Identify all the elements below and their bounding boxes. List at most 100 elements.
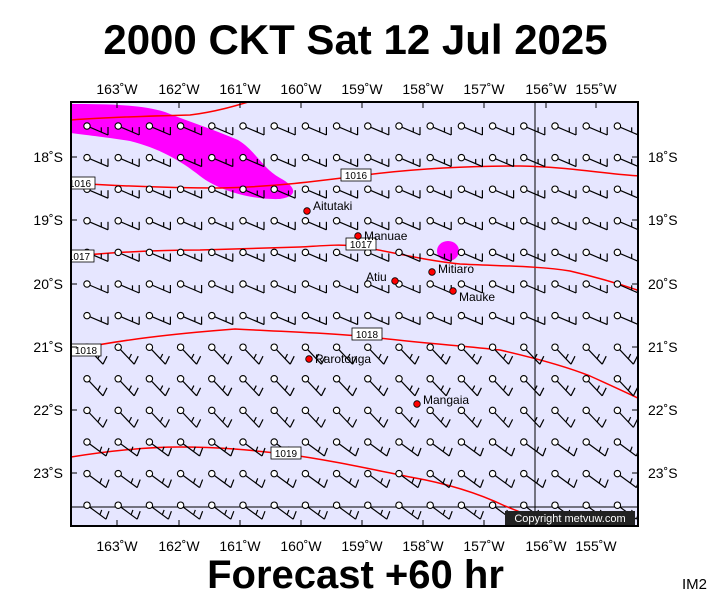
wind-barb [208,406,233,428]
wind-barb [239,406,264,428]
svg-text:1017: 1017 [68,252,91,263]
wind-barb [364,122,390,136]
wind-barb [457,280,483,294]
wind-barb [301,375,326,397]
wind-barb [332,153,359,168]
wind-barb [145,248,171,262]
wind-barb [395,153,421,168]
isobar-label: 1016 [71,176,96,190]
lat-label-right: 20˚S [648,276,678,292]
lat-label-left: 21˚S [33,339,63,355]
wind-barb [332,248,359,262]
wind-barb [613,153,638,168]
wind-barb [426,501,453,520]
wind-barb [457,469,484,489]
wind-barb [83,217,109,231]
wind-barb [582,153,608,168]
lon-label-top: 160˚W [280,81,322,97]
lat-label-right: 22˚S [648,402,678,418]
wind-barb [270,248,296,262]
island-marker: Manuae [354,229,408,243]
wind-barb [613,248,638,262]
wind-barb [208,438,235,457]
map-title: 2000 CKT Sat 12 Jul 2025 [103,16,608,63]
wind-barb [301,343,326,365]
wind-barb [395,501,422,520]
lon-label-top: 161˚W [219,81,261,97]
lat-label-right: 23˚S [648,465,678,481]
isobar-label: 1017 [68,249,95,263]
wind-barb [332,280,359,294]
wind-barb [364,343,389,365]
wind-barb [270,501,297,520]
island-label: Mauke [459,290,495,304]
wind-barb [520,217,546,231]
island-marker: Mauke [449,287,495,304]
wind-barb [114,280,140,294]
wind-barb [208,501,235,520]
island-label: Atiu [366,270,387,284]
wind-barb [239,343,264,365]
wind-barb [395,122,421,136]
wind-barb [520,248,546,262]
wind-barb [239,469,266,489]
wind-barb [582,406,607,428]
lat-label-left: 19˚S [33,212,63,228]
wind-barb [582,343,607,365]
wind-barb [301,438,328,457]
wind-barb [520,122,546,136]
wind-barb [582,438,609,457]
lon-label-bottom: 163˚W [96,538,138,554]
wind-barb [176,469,204,489]
isobar-line [71,446,556,526]
svg-text:1016: 1016 [345,171,368,182]
wind-barb [301,469,328,489]
island-label: Aitutaki [313,199,352,213]
lon-label-bottom: 161˚W [219,538,261,554]
lat-label-left: 23˚S [33,465,63,481]
wind-barb [457,501,484,520]
wind-barb [645,249,669,261]
wind-barb [239,438,266,457]
svg-text:1019: 1019 [275,449,298,460]
lon-label-top: 159˚W [341,81,383,97]
wind-barb [145,122,171,136]
wind-barb [457,438,484,457]
wind-barb [301,280,327,294]
isobar-label: 1019 [270,446,302,460]
wind-barb [270,280,296,294]
wind-barb [114,501,141,520]
wind-barb [239,122,265,136]
wind-barb [270,469,297,489]
wind-barb [613,406,638,428]
wind-barb [613,185,638,199]
wind-barb [208,217,234,231]
isobar-line [71,102,251,121]
wind-barb [176,343,202,365]
wind-barb [83,153,109,168]
wind-barb [176,185,203,199]
island-label: Rarotonga [315,352,371,366]
wind-barb [145,406,170,428]
wind-barb [551,375,576,397]
wind-barb [520,185,546,199]
wind-barb [145,185,171,199]
wind-barb [551,406,576,428]
lon-label-bottom: 158˚W [402,538,444,554]
wind-barb [364,501,391,520]
island-marker: Atiu [366,270,399,285]
wind-barb [176,153,203,168]
wind-barb [364,217,390,231]
wind-barb [582,375,607,397]
wind-barb [582,469,609,489]
wind-barb [582,185,608,199]
wind-barb [488,406,514,428]
wind-barb [114,185,140,199]
wind-barb [208,469,235,489]
wind-barb [239,217,265,231]
wind-barb [395,311,421,326]
wind-barb [145,375,170,397]
wind-barb [270,185,296,199]
wind-barb [176,217,203,231]
